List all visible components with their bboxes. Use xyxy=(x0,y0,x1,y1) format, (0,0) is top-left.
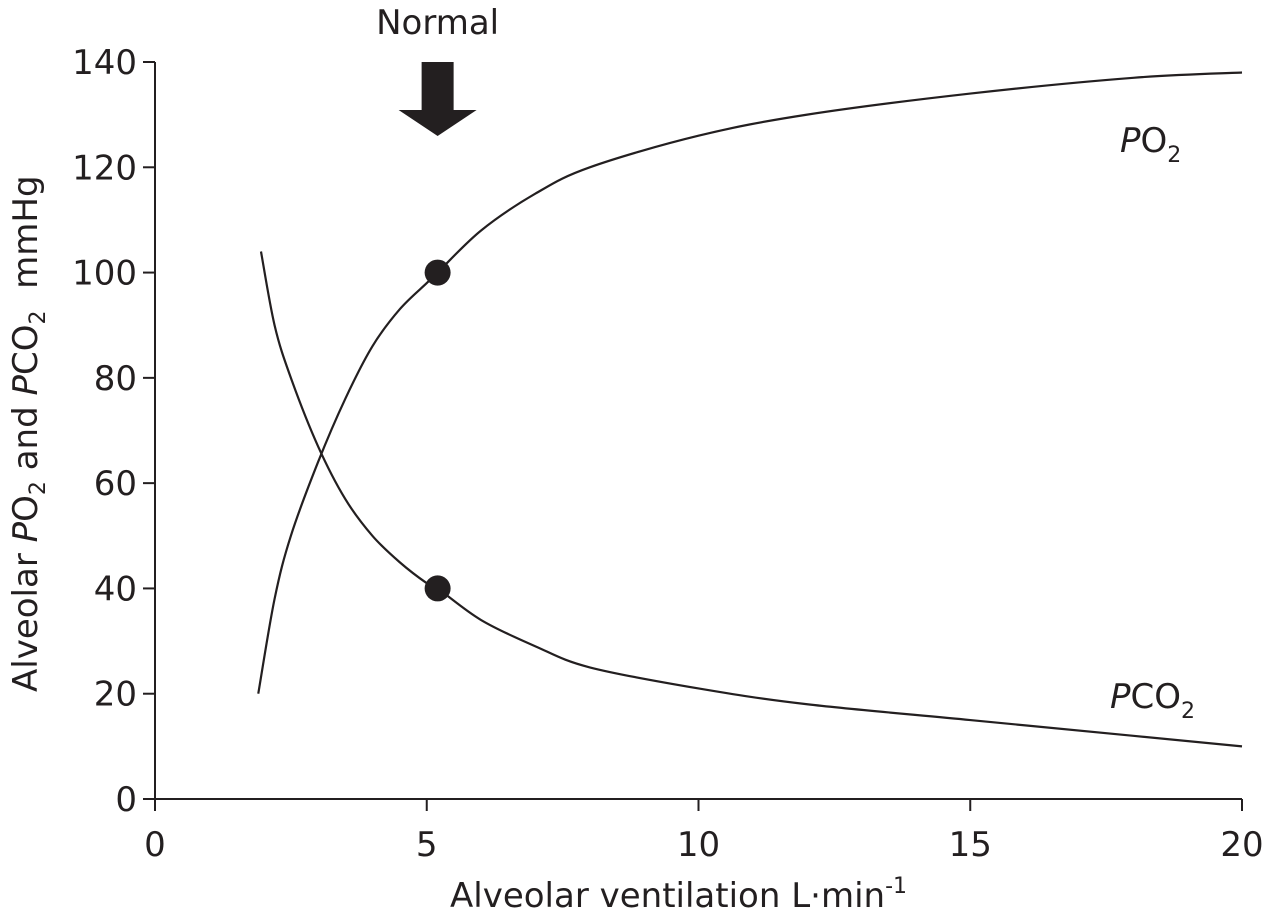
pco2-label-co: CO xyxy=(1131,677,1182,717)
x-axis-title-sup: -1 xyxy=(885,874,907,899)
pco2-normal-point xyxy=(424,575,451,602)
y-title-prefix: Alveolar xyxy=(6,542,46,692)
normal-annotation-label: Normal xyxy=(376,3,499,43)
po2-label-o: O xyxy=(1141,121,1168,161)
x-tick-label: 10 xyxy=(677,825,720,865)
y-title-p2: P xyxy=(6,375,46,396)
x-axis-ticks: 0 5 10 15 20 xyxy=(144,799,1264,865)
y-tick-label: 120 xyxy=(72,148,137,188)
normal-markers xyxy=(424,259,451,602)
y-title-p1-o: O xyxy=(6,495,46,522)
y-tick-label: 80 xyxy=(94,359,137,399)
y-tick-label: 0 xyxy=(115,780,137,820)
y-tick-label: 100 xyxy=(72,254,137,294)
y-axis-ticks: 0 20 40 60 80 100 120 140 xyxy=(72,43,155,820)
y-axis-title: Alveolar PO2 and PCO2 mmHg xyxy=(6,175,51,692)
y-title-p2-index: 2 xyxy=(26,310,51,324)
y-tick-label: 140 xyxy=(72,43,137,83)
y-title-p1: P xyxy=(6,521,46,542)
y-title-p1-index: 2 xyxy=(26,481,51,495)
x-tick-label: 5 xyxy=(416,825,438,865)
x-tick-label: 0 xyxy=(144,825,166,865)
po2-curve-label: PO2 xyxy=(1120,121,1181,168)
po2-label-index: 2 xyxy=(1167,143,1181,168)
y-tick-label: 60 xyxy=(94,464,137,504)
po2-normal-point xyxy=(424,259,451,286)
po2-label-p: P xyxy=(1120,121,1141,161)
pco2-label-p: P xyxy=(1110,677,1131,717)
x-axis-title-main: Alveolar ventilation L·min xyxy=(450,876,885,916)
y-title-suffix: mmHg xyxy=(6,175,46,310)
y-tick-label: 40 xyxy=(94,569,137,609)
x-tick-label: 15 xyxy=(949,825,992,865)
pco2-label-index: 2 xyxy=(1181,699,1195,724)
x-tick-label: 20 xyxy=(1220,825,1263,865)
po2-curve xyxy=(257,71,1243,694)
y-title-p2-co: CO xyxy=(6,324,46,375)
pco2-curve xyxy=(259,251,1243,748)
curves xyxy=(257,71,1243,748)
y-title-mid: and xyxy=(6,396,46,482)
pco2-curve-label: PCO2 xyxy=(1110,677,1195,724)
x-axis-title: Alveolar ventilation L·min-1 xyxy=(450,874,907,916)
y-tick-label: 20 xyxy=(94,675,137,715)
down-arrow-icon xyxy=(398,62,477,136)
